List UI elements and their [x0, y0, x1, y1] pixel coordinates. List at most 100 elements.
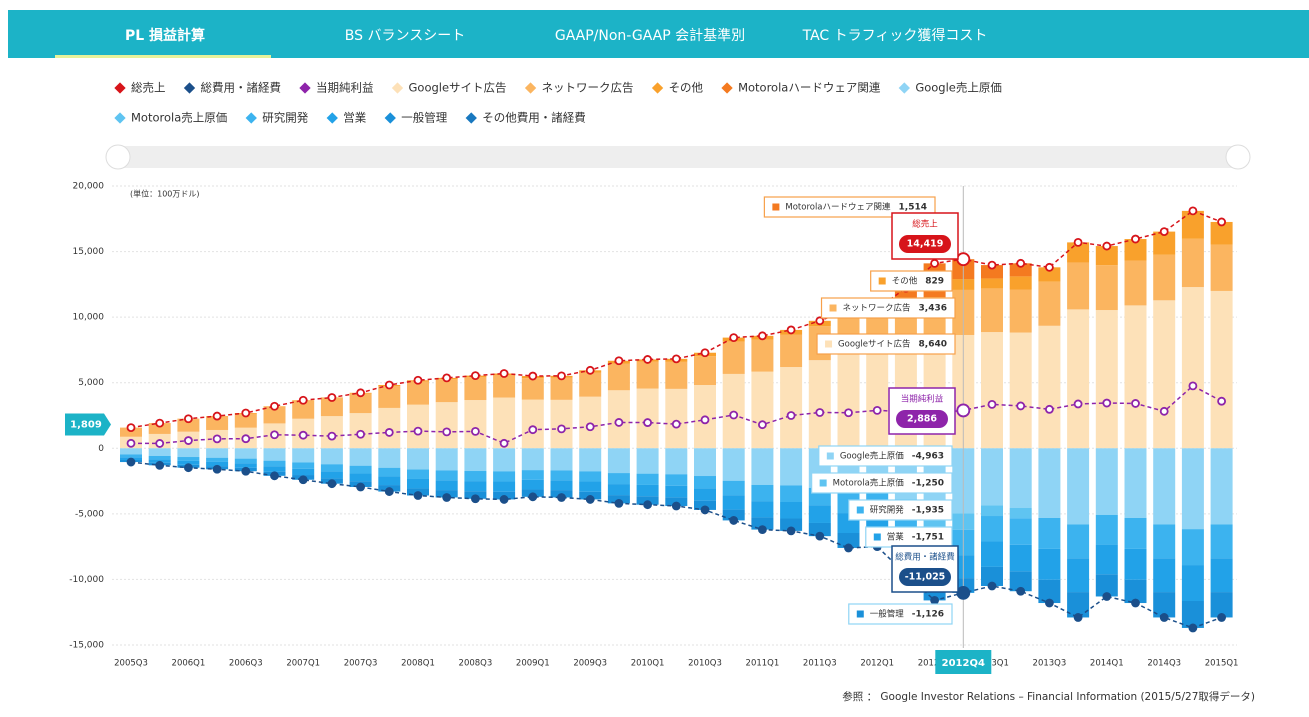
legend-marker	[114, 82, 126, 94]
bar-segment	[1124, 260, 1147, 306]
bar-segment	[521, 448, 544, 471]
bar-segment	[521, 378, 544, 400]
line-point	[155, 460, 165, 470]
line-point	[557, 371, 566, 381]
line-point	[126, 438, 136, 448]
line-point	[1131, 234, 1140, 244]
x-tick-label: 2014Q1	[1090, 659, 1124, 669]
line-point	[758, 525, 767, 534]
legend-label[interactable]: 研究開発	[262, 111, 308, 125]
line-point	[1159, 227, 1169, 236]
line-point	[700, 348, 710, 358]
line-point	[700, 505, 710, 515]
bar-segment	[981, 265, 1003, 279]
line-point	[155, 418, 165, 428]
legend-label[interactable]: 一般管理	[401, 111, 447, 125]
line-point	[470, 426, 480, 436]
bar-segment	[1181, 238, 1204, 288]
bar-segment	[1067, 558, 1090, 593]
legend-label[interactable]: Motorolaハードウェア関連	[738, 81, 881, 95]
line-point	[1073, 237, 1083, 247]
tooltip-name: 研究開発	[870, 505, 905, 516]
bar-segment	[349, 465, 372, 474]
tooltip-value: -1,751	[912, 533, 944, 543]
legend-label[interactable]: その他費用・諸経費	[482, 111, 586, 125]
line-point	[786, 325, 796, 335]
line-point	[212, 464, 222, 474]
tab[interactable]: GAAP/Non-GAAP 会計基準別	[555, 27, 745, 44]
bar-segment	[320, 398, 343, 417]
line-point	[956, 403, 971, 418]
bar-segment	[435, 379, 458, 403]
range-slider[interactable]	[106, 146, 1250, 168]
legend-label[interactable]: 当期純利益	[316, 81, 374, 95]
bar-segment	[550, 377, 573, 400]
bar-segment	[1210, 244, 1233, 291]
line-point	[270, 401, 279, 411]
x-tick-label: 2009Q1	[516, 659, 550, 669]
bar-segment	[607, 363, 630, 391]
tooltip-box	[763, 196, 936, 218]
line-point	[585, 495, 595, 504]
tab[interactable]: BS バランスシート	[345, 28, 465, 44]
bar-segment	[1181, 565, 1204, 602]
legend-label[interactable]: その他	[669, 81, 704, 95]
tab[interactable]: PL 損益計算	[125, 27, 205, 44]
bar-segment	[464, 448, 487, 472]
line-point	[671, 354, 681, 364]
tab[interactable]: TAC トラフィック獲得コスト	[802, 27, 988, 44]
legend-marker	[898, 82, 910, 94]
legend-label[interactable]: 総売上	[131, 81, 166, 95]
bar-segment	[464, 400, 487, 449]
line-point	[1016, 401, 1026, 411]
line-point	[470, 494, 480, 504]
bar-segment	[1153, 231, 1176, 255]
legend-label[interactable]: Motorola売上原価	[131, 111, 227, 125]
slider-handle[interactable]	[1225, 144, 1251, 170]
legend-label[interactable]: 営業	[343, 111, 366, 125]
line-point	[758, 331, 767, 341]
tooltip-name: Motorolaハードウェア関連	[785, 202, 891, 213]
bar-segment	[1153, 448, 1176, 525]
slider-handle[interactable]	[105, 144, 131, 170]
y-tick-label: 0	[98, 444, 104, 454]
legend-label[interactable]: Google売上原価	[915, 81, 1002, 95]
line-point	[212, 411, 222, 421]
footer: 参照 ： Google Investor Relations – Financi…	[842, 690, 1255, 703]
bar-segment	[435, 480, 458, 491]
bar-segment	[1038, 448, 1061, 518]
line-point	[930, 258, 939, 268]
tooltip-value: -1,935	[912, 506, 944, 516]
tooltip-pill	[896, 410, 948, 428]
line-point	[183, 463, 193, 473]
line-point	[1045, 598, 1054, 608]
bar-segment	[1095, 265, 1118, 311]
x-tick-label: 2010Q1	[631, 659, 665, 669]
bar-segment	[1210, 592, 1233, 618]
line-point	[1188, 206, 1198, 216]
bar-segment	[694, 500, 716, 510]
line-point	[1131, 598, 1140, 608]
legend-label[interactable]: Googleサイト広告	[409, 81, 507, 95]
bar-segment	[206, 457, 229, 462]
x-tick-label: 2013Q1	[975, 659, 1009, 669]
line-point	[499, 369, 509, 378]
bar-segment	[1095, 448, 1118, 515]
bar-segment	[292, 448, 315, 463]
bar-segment	[694, 356, 716, 385]
bar-segment	[1153, 592, 1176, 618]
line-point	[844, 408, 853, 418]
line-point	[815, 531, 825, 541]
x-tick-label: 2014Q3	[1147, 659, 1181, 669]
legend-label[interactable]: 総費用・諸経費	[201, 81, 282, 95]
bar-segment	[349, 448, 372, 466]
line-point	[557, 493, 566, 502]
line-point	[786, 526, 796, 536]
bar-segment	[636, 473, 659, 485]
bar-segment	[1009, 544, 1032, 572]
legend-marker	[299, 82, 311, 94]
bar-segment	[1210, 524, 1233, 559]
legend-label[interactable]: ネットワーク広告	[542, 81, 634, 95]
bar-segment	[1153, 524, 1176, 559]
